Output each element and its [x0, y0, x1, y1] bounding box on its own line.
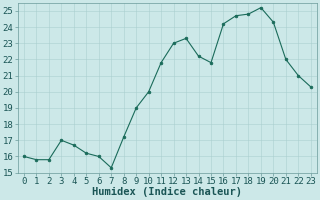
X-axis label: Humidex (Indice chaleur): Humidex (Indice chaleur) [92, 187, 242, 197]
